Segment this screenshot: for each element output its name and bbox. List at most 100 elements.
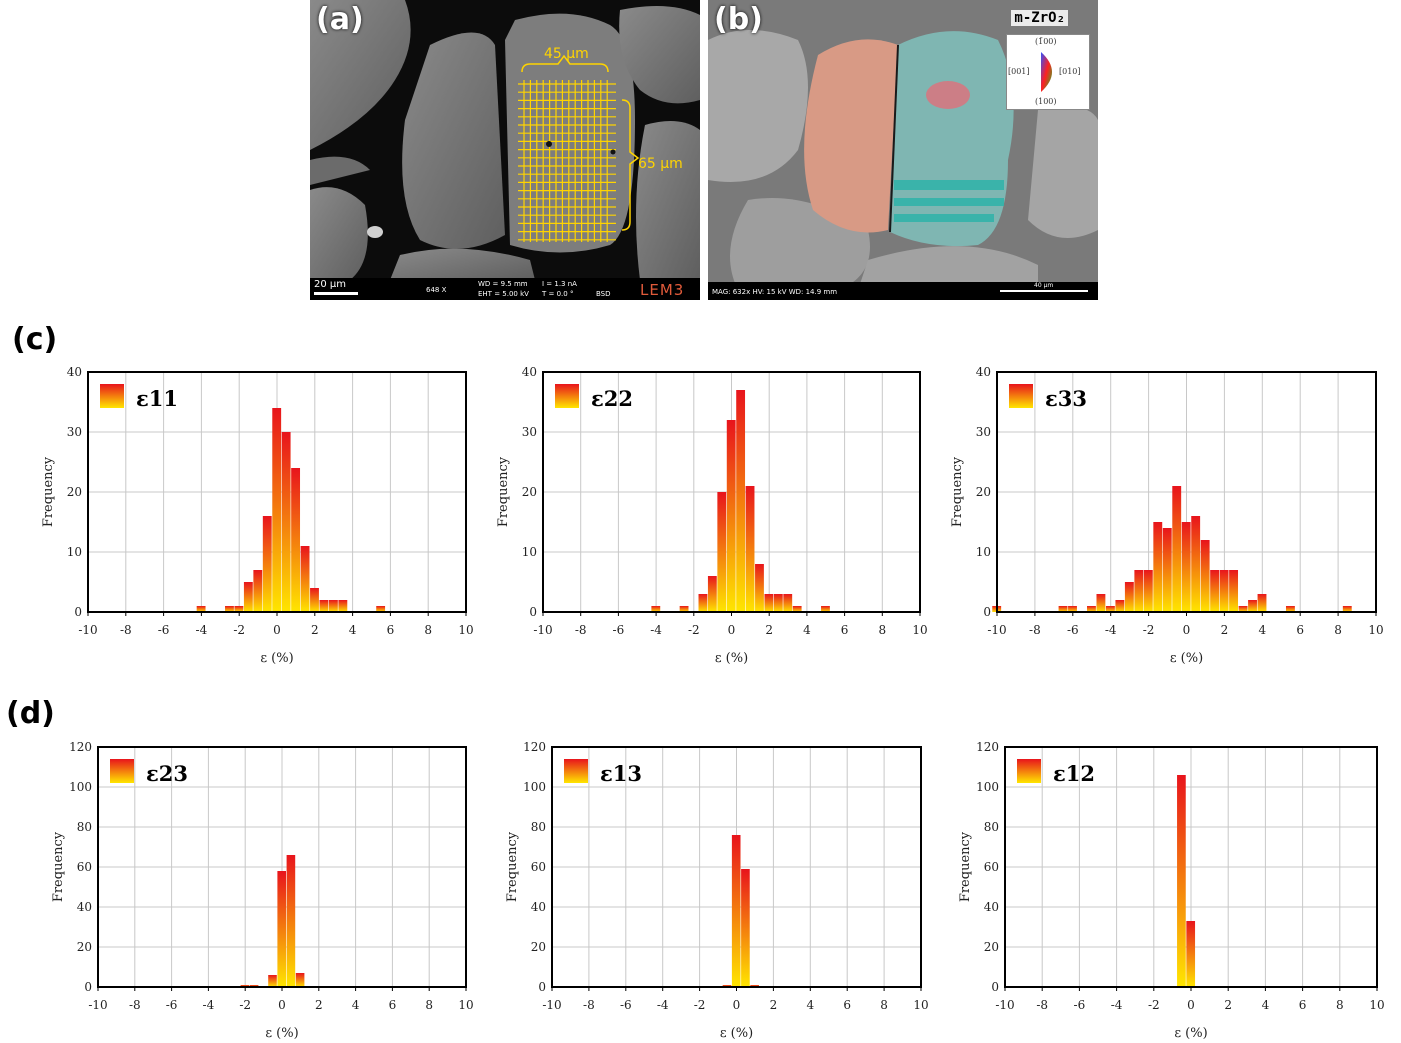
- y-tick-label: 0: [983, 605, 991, 619]
- histogram-bar: [1229, 570, 1239, 612]
- x-axis-label: ε (%): [1170, 651, 1203, 666]
- x-tick-label: 4: [1258, 623, 1266, 637]
- histogram-bar: [319, 600, 329, 612]
- y-tick-label: 80: [984, 820, 999, 834]
- legend-label: ε11: [136, 386, 178, 411]
- histogram-bar: [253, 570, 263, 612]
- histogram-bar: [750, 985, 759, 987]
- magnification: 648 X: [426, 286, 447, 294]
- y-tick-label: 10: [976, 545, 991, 559]
- histogram-bar: [281, 432, 291, 612]
- micrograph-b: (b) m-ZrO₂ (1̄00) [001] [010] (100) MAG:…: [708, 0, 1098, 300]
- panel-c-label: (c): [12, 322, 58, 357]
- plot-frame: [87, 371, 467, 613]
- histogram-bar: [1342, 606, 1352, 612]
- x-tick-label: 0: [278, 998, 286, 1012]
- x-tick-label: 10: [912, 623, 927, 637]
- x-tick-label: -8: [583, 998, 595, 1012]
- x-tick-label: 2: [315, 998, 323, 1012]
- ebsd-scale-bar: [1000, 290, 1088, 292]
- histogram-bar: [240, 985, 250, 987]
- legend-label: ε12: [1053, 761, 1095, 786]
- histogram-bar: [300, 546, 310, 612]
- x-tick-label: 0: [273, 623, 281, 637]
- plot-frame: [1004, 746, 1378, 988]
- lem3-logo: LEM3: [640, 281, 685, 299]
- micrograph-a: (a) 45 µm 65 µm 20 µm 648 X WD = 9.5 mm …: [310, 0, 700, 300]
- y-tick-label: 0: [74, 605, 82, 619]
- y-tick-label: 120: [976, 740, 999, 754]
- scale-bar-label: 20 µm: [314, 279, 347, 290]
- plot-frame: [542, 371, 921, 613]
- histogram-bar: [1186, 921, 1196, 987]
- x-tick-label: -2: [233, 623, 245, 637]
- histogram-bar: [1143, 570, 1153, 612]
- histogram-bar: [310, 588, 319, 612]
- panel-d-label: (d): [6, 696, 55, 731]
- working-distance: WD = 9.5 mm: [478, 280, 528, 288]
- x-tick-label: -10: [533, 623, 552, 637]
- legend-swatch: [555, 384, 579, 408]
- x-tick-label: -8: [1029, 623, 1041, 637]
- histogram-bar: [225, 606, 234, 612]
- y-tick-label: 0: [991, 980, 999, 994]
- histogram-bar: [196, 606, 206, 612]
- y-tick-label: 80: [531, 820, 546, 834]
- ipf-top-label: (1̄00): [1035, 37, 1057, 46]
- y-tick-label: 30: [522, 425, 537, 439]
- ipf-bottom-label: (100): [1035, 97, 1057, 106]
- x-tick-label: -2: [1143, 623, 1155, 637]
- y-tick-label: 100: [523, 780, 546, 794]
- y-axis-label: Frequency: [41, 456, 56, 527]
- detector: BSD: [596, 290, 611, 298]
- legend-label: ε23: [146, 761, 188, 786]
- histogram-bar: [1153, 522, 1163, 612]
- y-tick-label: 0: [538, 980, 546, 994]
- x-tick-label: -10: [987, 623, 1006, 637]
- x-tick-label: 8: [424, 623, 432, 637]
- panel-b-letter: (b): [714, 2, 763, 37]
- x-tick-label: -8: [575, 623, 587, 637]
- x-tick-label: 4: [1262, 998, 1270, 1012]
- histogram-bar: [328, 600, 338, 612]
- x-tick-label: -10: [88, 998, 107, 1012]
- histogram-bar: [1058, 606, 1068, 612]
- histogram-bar: [821, 606, 830, 612]
- x-tick-label: -6: [158, 623, 170, 637]
- x-tick-label: -10: [995, 998, 1014, 1012]
- y-tick-label: 20: [522, 485, 537, 499]
- x-tick-label: 10: [1369, 998, 1384, 1012]
- histogram-bar: [1115, 600, 1125, 612]
- y-tick-label: 60: [984, 860, 999, 874]
- y-tick-label: 30: [67, 425, 82, 439]
- ebsd-scale-label: 40 µm: [1034, 282, 1054, 289]
- histogram-bar: [1162, 528, 1172, 612]
- histogram-bar: [272, 408, 282, 612]
- x-tick-label: 10: [458, 998, 473, 1012]
- x-axis-label: ε (%): [715, 651, 748, 666]
- histogram-bar: [1177, 775, 1186, 987]
- x-tick-label: -6: [620, 998, 632, 1012]
- histogram-bar: [268, 975, 277, 987]
- histogram-bar: [731, 835, 741, 987]
- x-tick-label: 2: [770, 998, 778, 1012]
- grid-width-label: 45 µm: [544, 46, 589, 62]
- histogram-bar: [992, 606, 1002, 612]
- x-tick-label: 6: [843, 998, 851, 1012]
- x-tick-label: -4: [196, 623, 208, 637]
- x-tick-label: 8: [1336, 998, 1344, 1012]
- histogram-bar: [1238, 606, 1248, 612]
- y-tick-label: 20: [984, 940, 999, 954]
- x-tick-label: 6: [387, 623, 395, 637]
- legend-swatch: [1017, 759, 1041, 783]
- x-tick-label: 10: [1368, 623, 1383, 637]
- x-tick-label: 2: [1224, 998, 1232, 1012]
- x-axis-label: ε (%): [265, 1026, 298, 1041]
- x-tick-label: -4: [1105, 623, 1117, 637]
- y-axis-label: Frequency: [496, 456, 511, 527]
- histogram-bar: [1087, 606, 1096, 612]
- grid-height-label: 65 µm: [638, 156, 683, 172]
- x-tick-label: -4: [657, 998, 669, 1012]
- x-tick-label: 0: [728, 623, 736, 637]
